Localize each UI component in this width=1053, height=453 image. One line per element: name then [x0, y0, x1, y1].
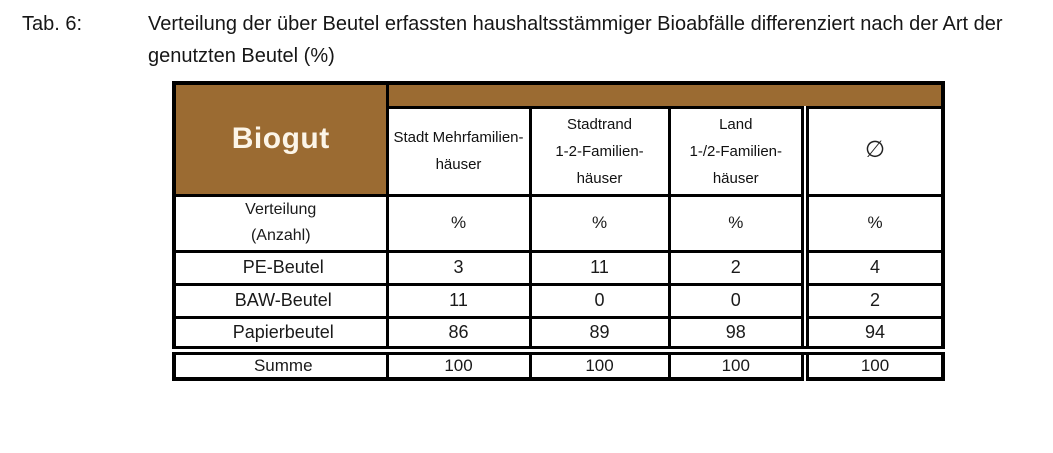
value-cell: 0 — [528, 282, 671, 319]
row-label: PE-Beutel — [172, 249, 389, 286]
stub-header-verteilung-anzahl: Verteilung (Anzahl) — [172, 193, 389, 253]
unit-row: Verteilung (Anzahl) % % % % — [172, 193, 945, 253]
unit-cell: % — [385, 193, 532, 253]
header-band — [385, 81, 945, 109]
value-cell: 2 — [801, 282, 945, 319]
table-row-pe-beutel: PE-Beutel 3 11 2 4 — [172, 249, 945, 286]
column-header-land: Land 1-/2-Familien- häuser — [667, 105, 807, 197]
value-cell: 89 — [528, 315, 671, 352]
unit-cell: % — [528, 193, 671, 253]
unit-cell: % — [667, 193, 807, 253]
average-symbol-icon: ∅ — [864, 136, 886, 163]
total-row-label: Summe — [172, 345, 389, 381]
value-cell: 86 — [385, 315, 532, 352]
total-value-cell: 100 — [801, 345, 945, 381]
value-cell: 0 — [667, 282, 807, 319]
table-row-baw-beutel: BAW-Beutel 11 0 0 2 — [172, 282, 945, 319]
biogut-distribution-table: Biogut Stadt Mehrfamilien- häuser Stadtr… — [172, 81, 945, 381]
column-header-stadt-mehrfamilienhaeuser: Stadt Mehrfamilien- häuser — [385, 105, 532, 197]
table-row-papierbeutel: Papierbeutel 86 89 98 94 — [172, 315, 945, 352]
total-value-cell: 100 — [667, 345, 807, 381]
caption-text: Verteilung der über Beutel erfassten hau… — [148, 13, 1003, 67]
value-cell: 98 — [667, 315, 807, 352]
caption-number: Tab. 6: — [22, 13, 83, 35]
column-header-average: ∅ — [801, 105, 945, 197]
value-cell: 94 — [801, 315, 945, 352]
table-caption: Tab. 6: Verteilung der über Beutel erfas… — [22, 8, 1046, 72]
value-cell: 11 — [528, 249, 671, 286]
row-label: BAW-Beutel — [172, 282, 389, 319]
value-cell: 11 — [385, 282, 532, 319]
column-header-stadtrand: Stadtrand 1-2-Familien- häuser — [528, 105, 671, 197]
total-value-cell: 100 — [385, 345, 532, 381]
total-value-cell: 100 — [528, 345, 671, 381]
row-label: Papierbeutel — [172, 315, 389, 352]
data-table-container: Biogut Stadt Mehrfamilien- häuser Stadtr… — [172, 81, 945, 381]
table-row-summe: Summe 100 100 100 100 — [172, 345, 945, 381]
value-cell: 3 — [385, 249, 532, 286]
corner-header-biogut: Biogut — [172, 81, 389, 197]
column-header-row: Stadt Mehrfamilien- häuser Stadtrand 1-2… — [174, 105, 945, 197]
value-cell: 4 — [801, 249, 945, 286]
unit-cell: % — [801, 193, 945, 253]
header-band-row: Biogut — [172, 81, 945, 197]
value-cell: 2 — [667, 249, 807, 286]
